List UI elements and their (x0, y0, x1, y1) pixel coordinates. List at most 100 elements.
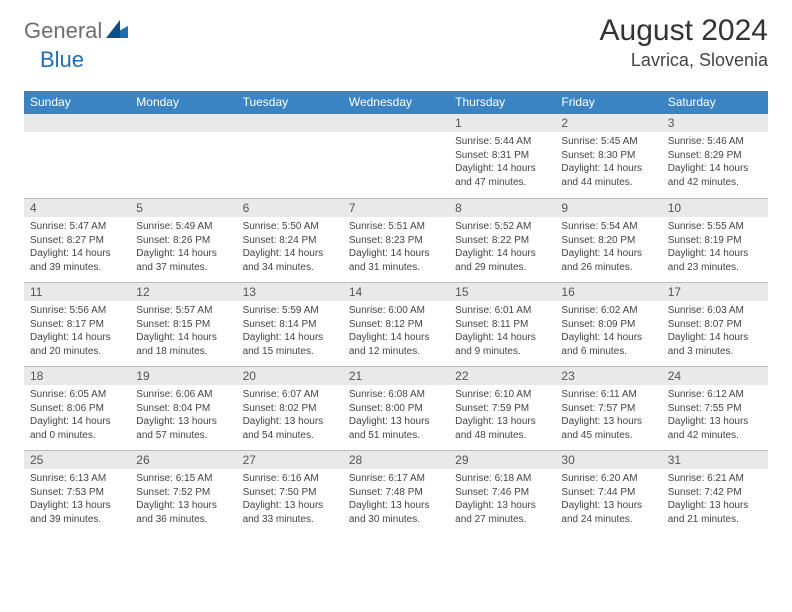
sunset-text: Sunset: 8:19 PM (668, 234, 762, 248)
day-cell: 28Sunrise: 6:17 AMSunset: 7:48 PMDayligh… (343, 450, 449, 534)
logo: General (24, 14, 130, 44)
sunrise-text: Sunrise: 6:18 AM (455, 472, 549, 486)
sunset-text: Sunset: 8:24 PM (243, 234, 337, 248)
day-number: 12 (130, 282, 236, 301)
day-number: 26 (130, 450, 236, 469)
sunrise-text: Sunrise: 5:50 AM (243, 220, 337, 234)
day-content: Sunrise: 6:13 AMSunset: 7:53 PMDaylight:… (24, 469, 130, 532)
day-cell: 26Sunrise: 6:15 AMSunset: 7:52 PMDayligh… (130, 450, 236, 534)
sunrise-text: Sunrise: 6:12 AM (668, 388, 762, 402)
day-content: Sunrise: 6:05 AMSunset: 8:06 PMDaylight:… (24, 385, 130, 448)
daylight-text: Daylight: 13 hours and 54 minutes. (243, 415, 337, 442)
sunrise-text: Sunrise: 6:06 AM (136, 388, 230, 402)
day-content: Sunrise: 6:03 AMSunset: 8:07 PMDaylight:… (662, 301, 768, 364)
daylight-text: Daylight: 13 hours and 42 minutes. (668, 415, 762, 442)
day-cell: 18Sunrise: 6:05 AMSunset: 8:06 PMDayligh… (24, 366, 130, 450)
day-content: Sunrise: 5:49 AMSunset: 8:26 PMDaylight:… (130, 217, 236, 280)
sunset-text: Sunset: 8:09 PM (561, 318, 655, 332)
day-number: 10 (662, 198, 768, 217)
sunset-text: Sunset: 8:30 PM (561, 149, 655, 163)
sunrise-text: Sunrise: 5:56 AM (30, 304, 124, 318)
sunset-text: Sunset: 8:07 PM (668, 318, 762, 332)
sunset-text: Sunset: 8:04 PM (136, 402, 230, 416)
daylight-text: Daylight: 14 hours and 20 minutes. (30, 331, 124, 358)
daylight-text: Daylight: 14 hours and 6 minutes. (561, 331, 655, 358)
sunset-text: Sunset: 7:52 PM (136, 486, 230, 500)
sunrise-text: Sunrise: 5:59 AM (243, 304, 337, 318)
daylight-text: Daylight: 14 hours and 39 minutes. (30, 247, 124, 274)
day-content: Sunrise: 5:59 AMSunset: 8:14 PMDaylight:… (237, 301, 343, 364)
day-number: 2 (555, 114, 661, 132)
day-number: 1 (449, 114, 555, 132)
day-cell: 10Sunrise: 5:55 AMSunset: 8:19 PMDayligh… (662, 198, 768, 282)
sunrise-text: Sunrise: 5:49 AM (136, 220, 230, 234)
daylight-text: Daylight: 14 hours and 44 minutes. (561, 162, 655, 189)
day-number: 22 (449, 366, 555, 385)
calendar-page: General August 2024 Lavrica, Slovenia Bl… (0, 0, 792, 534)
sunrise-text: Sunrise: 6:13 AM (30, 472, 124, 486)
sunset-text: Sunset: 8:17 PM (30, 318, 124, 332)
day-cell: 25Sunrise: 6:13 AMSunset: 7:53 PMDayligh… (24, 450, 130, 534)
day-cell: 16Sunrise: 6:02 AMSunset: 8:09 PMDayligh… (555, 282, 661, 366)
day-cell: 1Sunrise: 5:44 AMSunset: 8:31 PMDaylight… (449, 114, 555, 198)
week-row: 11Sunrise: 5:56 AMSunset: 8:17 PMDayligh… (24, 282, 768, 366)
day-content: Sunrise: 6:20 AMSunset: 7:44 PMDaylight:… (555, 469, 661, 532)
sunset-text: Sunset: 8:23 PM (349, 234, 443, 248)
weekday-header: Monday (130, 91, 236, 114)
weekday-header: Friday (555, 91, 661, 114)
sunset-text: Sunset: 8:26 PM (136, 234, 230, 248)
daylight-text: Daylight: 14 hours and 29 minutes. (455, 247, 549, 274)
daylight-text: Daylight: 14 hours and 15 minutes. (243, 331, 337, 358)
day-cell: 27Sunrise: 6:16 AMSunset: 7:50 PMDayligh… (237, 450, 343, 534)
day-cell: 7Sunrise: 5:51 AMSunset: 8:23 PMDaylight… (343, 198, 449, 282)
sunset-text: Sunset: 7:44 PM (561, 486, 655, 500)
logo-mark-icon (106, 20, 128, 43)
sunrise-text: Sunrise: 6:10 AM (455, 388, 549, 402)
sunset-text: Sunset: 7:50 PM (243, 486, 337, 500)
day-number: 18 (24, 366, 130, 385)
day-cell: 23Sunrise: 6:11 AMSunset: 7:57 PMDayligh… (555, 366, 661, 450)
daylight-text: Daylight: 13 hours and 27 minutes. (455, 499, 549, 526)
day-number: 25 (24, 450, 130, 469)
day-number: 13 (237, 282, 343, 301)
weekday-header-row: Sunday Monday Tuesday Wednesday Thursday… (24, 91, 768, 114)
day-content: Sunrise: 5:54 AMSunset: 8:20 PMDaylight:… (555, 217, 661, 280)
day-content (237, 132, 343, 141)
day-content: Sunrise: 6:21 AMSunset: 7:42 PMDaylight:… (662, 469, 768, 532)
day-number: 31 (662, 450, 768, 469)
day-number: 20 (237, 366, 343, 385)
sunset-text: Sunset: 8:15 PM (136, 318, 230, 332)
month-title: August 2024 (600, 14, 768, 48)
sunrise-text: Sunrise: 6:03 AM (668, 304, 762, 318)
sunrise-text: Sunrise: 6:17 AM (349, 472, 443, 486)
day-content: Sunrise: 5:50 AMSunset: 8:24 PMDaylight:… (237, 217, 343, 280)
daylight-text: Daylight: 13 hours and 33 minutes. (243, 499, 337, 526)
day-number: 4 (24, 198, 130, 217)
day-number: 8 (449, 198, 555, 217)
week-row: 4Sunrise: 5:47 AMSunset: 8:27 PMDaylight… (24, 198, 768, 282)
day-cell: 12Sunrise: 5:57 AMSunset: 8:15 PMDayligh… (130, 282, 236, 366)
sunrise-text: Sunrise: 6:02 AM (561, 304, 655, 318)
daylight-text: Daylight: 14 hours and 18 minutes. (136, 331, 230, 358)
sunset-text: Sunset: 7:57 PM (561, 402, 655, 416)
day-content: Sunrise: 6:12 AMSunset: 7:55 PMDaylight:… (662, 385, 768, 448)
sunset-text: Sunset: 8:14 PM (243, 318, 337, 332)
day-number: 24 (662, 366, 768, 385)
daylight-text: Daylight: 13 hours and 36 minutes. (136, 499, 230, 526)
day-number (343, 114, 449, 132)
week-row: 18Sunrise: 6:05 AMSunset: 8:06 PMDayligh… (24, 366, 768, 450)
day-number: 14 (343, 282, 449, 301)
daylight-text: Daylight: 14 hours and 26 minutes. (561, 247, 655, 274)
day-cell: 30Sunrise: 6:20 AMSunset: 7:44 PMDayligh… (555, 450, 661, 534)
daylight-text: Daylight: 13 hours and 30 minutes. (349, 499, 443, 526)
day-cell: 5Sunrise: 5:49 AMSunset: 8:26 PMDaylight… (130, 198, 236, 282)
sunset-text: Sunset: 8:20 PM (561, 234, 655, 248)
day-cell (130, 114, 236, 198)
day-content: Sunrise: 5:47 AMSunset: 8:27 PMDaylight:… (24, 217, 130, 280)
day-cell: 29Sunrise: 6:18 AMSunset: 7:46 PMDayligh… (449, 450, 555, 534)
sunrise-text: Sunrise: 6:20 AM (561, 472, 655, 486)
day-number: 7 (343, 198, 449, 217)
day-content: Sunrise: 6:18 AMSunset: 7:46 PMDaylight:… (449, 469, 555, 532)
day-cell (24, 114, 130, 198)
daylight-text: Daylight: 14 hours and 0 minutes. (30, 415, 124, 442)
